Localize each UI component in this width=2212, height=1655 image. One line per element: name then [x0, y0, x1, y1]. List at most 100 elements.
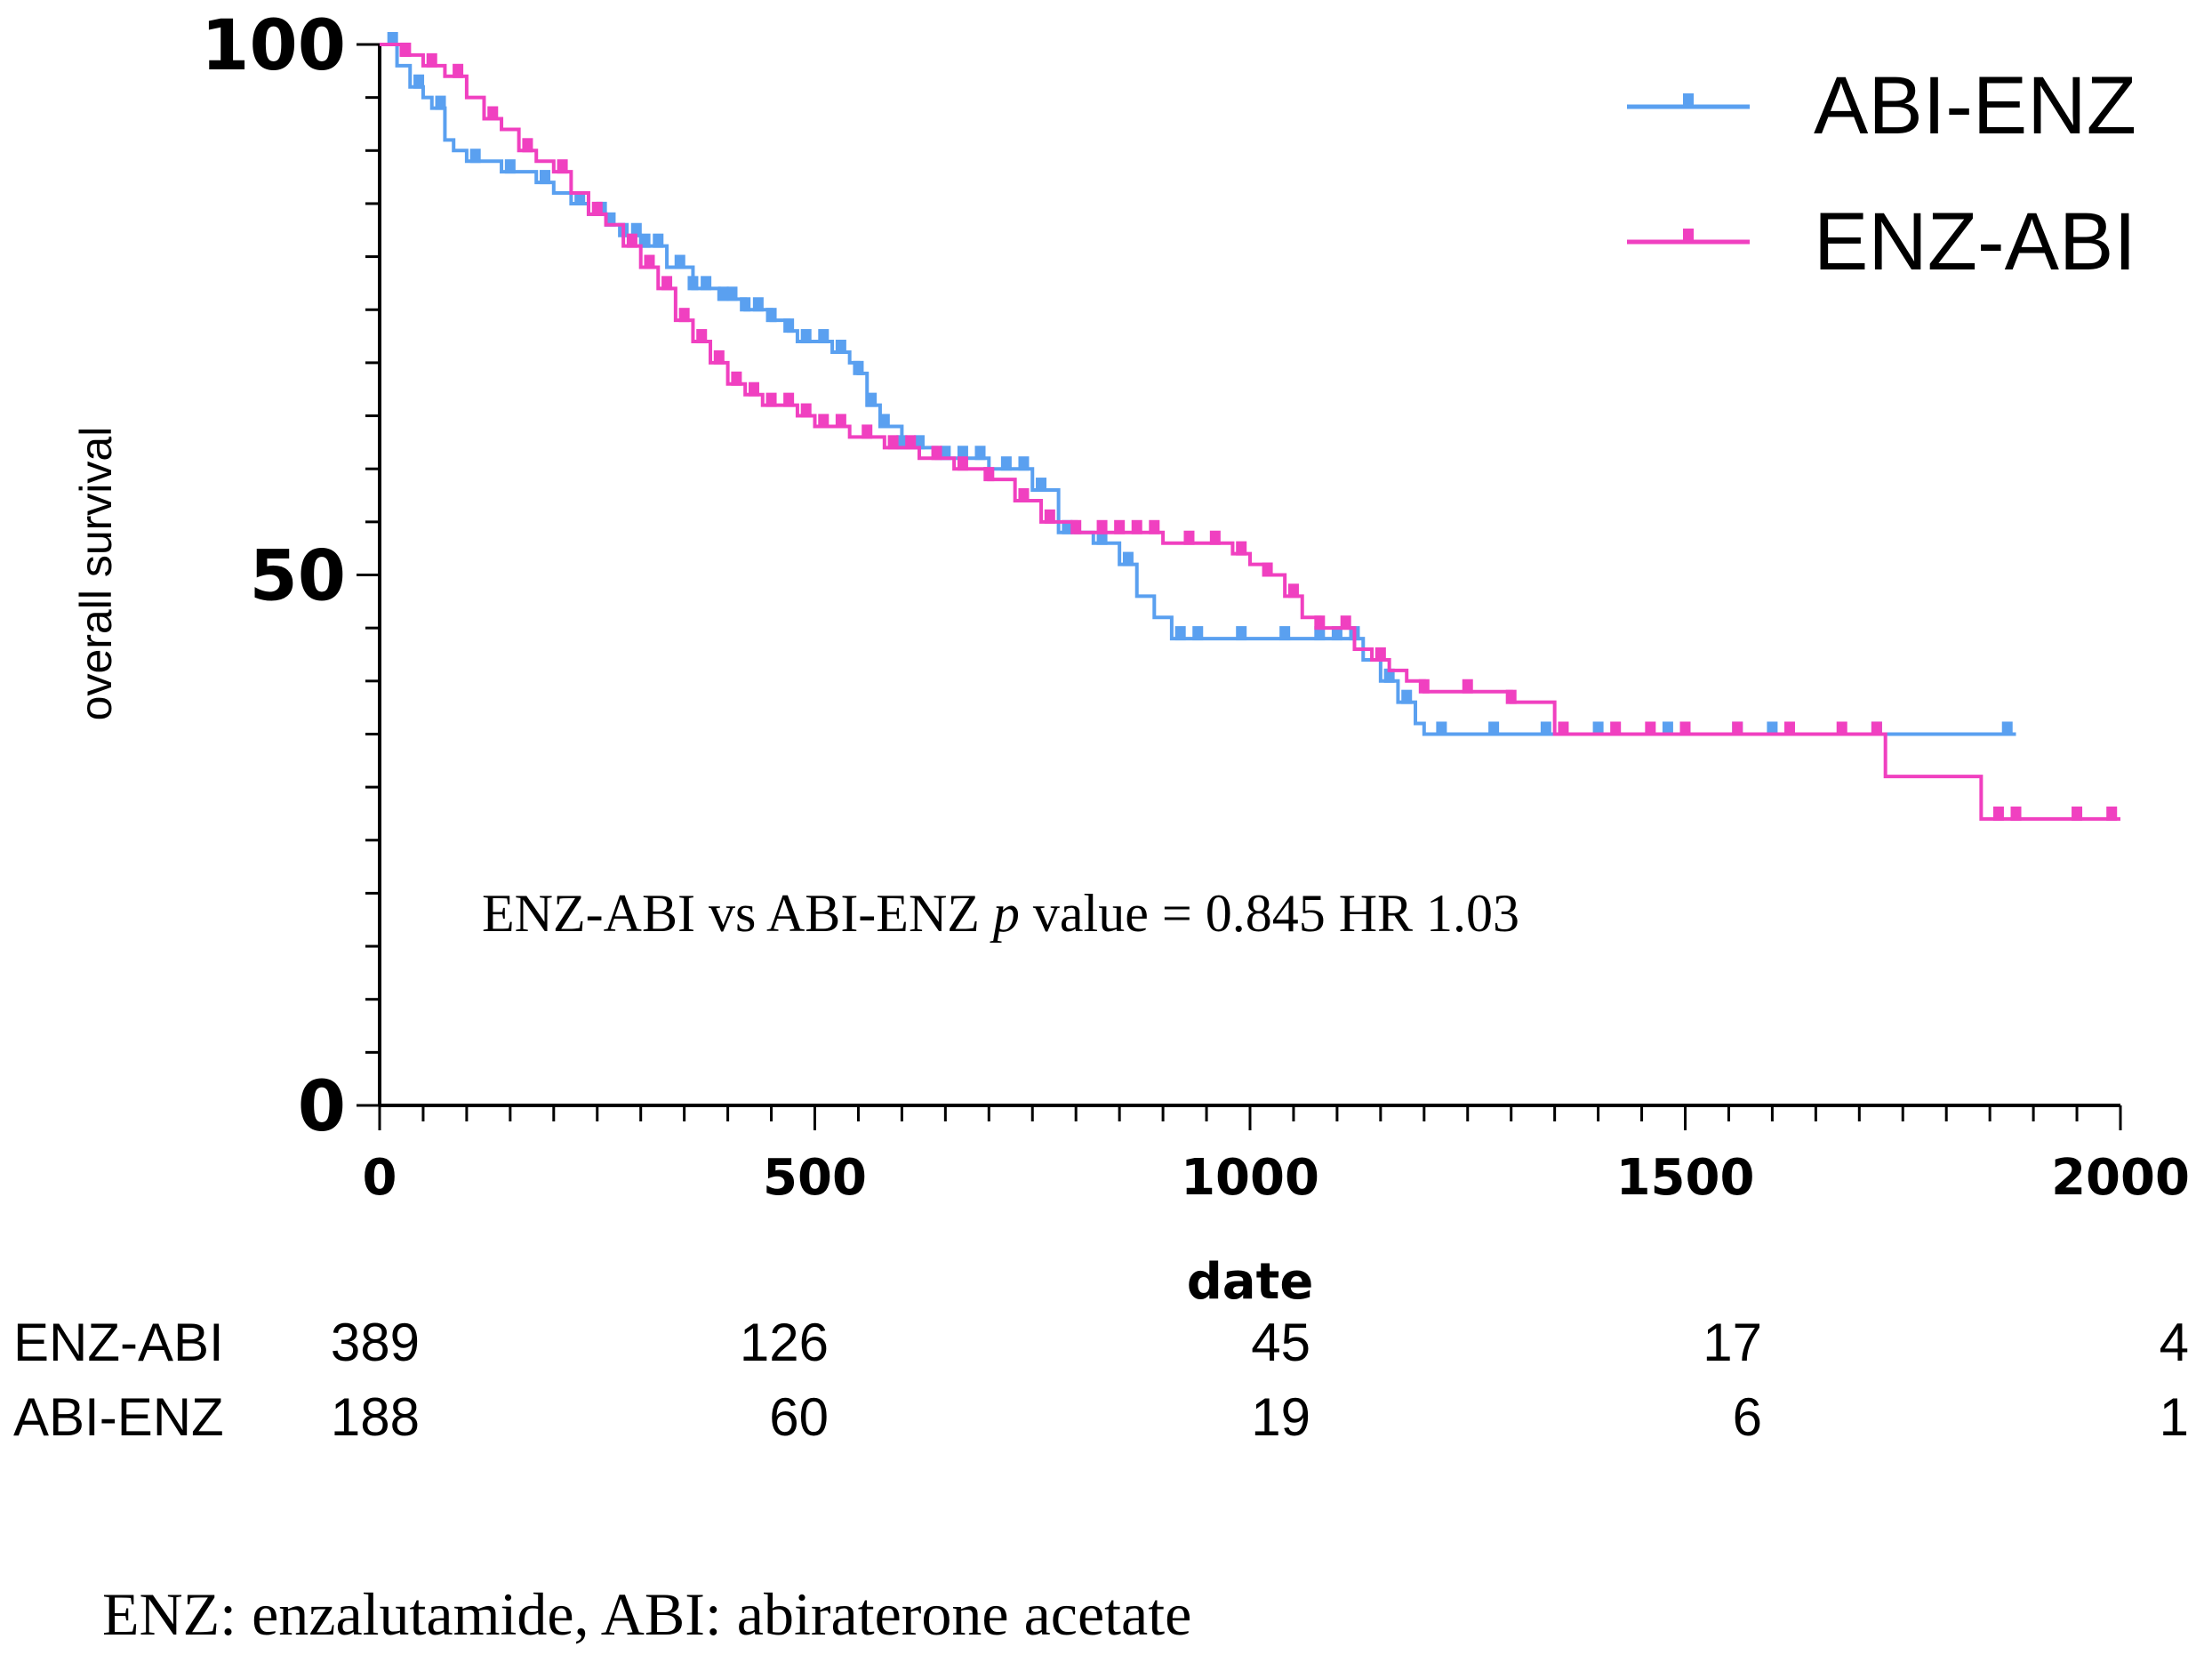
- censor-mark: [1340, 615, 1351, 631]
- series-layer: [380, 32, 2120, 821]
- censor-mark: [2010, 806, 2022, 821]
- censor-mark: [800, 329, 812, 344]
- censor-mark: [1645, 721, 1656, 736]
- censor-mark: [783, 392, 795, 407]
- x-tick-label: 2000: [2051, 1149, 2190, 1207]
- legend-label-enz-abi: ENZ-ABI: [1814, 197, 2136, 287]
- censor-mark: [818, 414, 830, 429]
- censor-mark: [426, 52, 437, 68]
- censor-mark: [1279, 626, 1291, 641]
- risk-value: 4: [2160, 1313, 2189, 1372]
- censor-mark: [1018, 456, 1030, 471]
- x-tick-label: 500: [763, 1149, 867, 1207]
- censor-mark: [1131, 519, 1142, 534]
- censor-mark: [557, 159, 568, 174]
- legend-entry-abi-enz: ABI-ENZ: [1627, 60, 2136, 151]
- censor-mark: [765, 308, 777, 323]
- risk-value: 45: [1251, 1313, 1310, 1372]
- censor-mark: [713, 349, 725, 365]
- censor-mark: [1992, 806, 2004, 821]
- y-tick-label: 0: [298, 1067, 346, 1147]
- x-tick-label: 1000: [1181, 1149, 1319, 1207]
- risk-value: 188: [331, 1387, 420, 1447]
- censor-mark: [887, 435, 899, 450]
- stats-annotation: ENZ-ABI vs ABI-ENZ p value = 0.845 HR 1.…: [482, 884, 1519, 943]
- censor-mark: [783, 318, 795, 333]
- censor-mark: [696, 329, 708, 344]
- censor-mark: [1236, 541, 1247, 556]
- censor-mark: [1679, 721, 1691, 736]
- censor-mark: [866, 392, 878, 407]
- censor-mark: [800, 403, 812, 418]
- x-tick-label: 1500: [1616, 1149, 1755, 1207]
- censor-mark: [957, 456, 968, 471]
- survival-curve-enz-abi: [380, 43, 2120, 821]
- risk-value: 19: [1251, 1387, 1310, 1447]
- censor-mark: [626, 233, 637, 248]
- censor-mark: [540, 170, 551, 185]
- censor-mark: [644, 254, 655, 269]
- censor-mark: [862, 424, 873, 439]
- x-axis-title: date: [1187, 1253, 1314, 1311]
- risk-value: 126: [740, 1313, 829, 1372]
- censor-mark: [453, 63, 464, 78]
- censor-mark: [678, 308, 690, 323]
- risk-value: 1: [2160, 1387, 2189, 1447]
- footnote: ENZ: enzalutamide, ABI: abiraterone acet…: [102, 1580, 1191, 1648]
- censor-mark: [1000, 456, 1012, 471]
- censor-mark: [740, 297, 751, 312]
- censor-mark: [1314, 615, 1326, 631]
- legend-label-abi-enz: ABI-ENZ: [1814, 60, 2136, 151]
- y-tick-label: 100: [201, 6, 346, 86]
- censor-mark: [1418, 679, 1430, 694]
- censor-mark: [983, 467, 995, 482]
- x-tick-label: 0: [363, 1149, 397, 1207]
- censor-mark: [1488, 721, 1500, 736]
- censor-mark: [748, 382, 759, 397]
- censor-mark: [487, 106, 499, 121]
- risk-value: 389: [331, 1313, 420, 1372]
- censor-mark: [1122, 551, 1134, 566]
- censor-mark: [835, 339, 846, 354]
- censor-mark: [1462, 679, 1473, 694]
- censor-mark: [1149, 519, 1160, 534]
- censor-mark: [878, 414, 890, 429]
- censor-mark: [1236, 626, 1247, 641]
- series-abi-enz: [380, 32, 2016, 736]
- censor-mark: [974, 446, 986, 461]
- censor-mark: [1044, 509, 1055, 524]
- risk-row-label: ABI-ENZ: [13, 1387, 224, 1447]
- censor-mark: [905, 435, 917, 450]
- censor-mark: [1871, 721, 1882, 736]
- censor-mark: [731, 371, 742, 386]
- legend: ABI-ENZ ENZ-ABI: [1627, 60, 2136, 287]
- censor-mark: [1174, 626, 1186, 641]
- censor-mark: [435, 95, 446, 110]
- censor-mark: [1018, 487, 1030, 502]
- risk-table: ENZ-ABI 389 126 45 17 4 ABI-ENZ 188 60 1…: [13, 1313, 2189, 1447]
- censor-mark: [931, 446, 942, 461]
- censor-mark: [504, 159, 516, 174]
- censor-mark: [752, 297, 764, 312]
- censor-mark: [469, 149, 481, 164]
- censor-mark: [1732, 721, 1743, 736]
- censor-mark: [717, 286, 729, 301]
- censor-mark: [701, 276, 712, 291]
- censor-mark: [765, 392, 777, 407]
- censor-mark: [2106, 806, 2118, 821]
- censor-mark: [661, 276, 673, 291]
- risk-value: 6: [1733, 1387, 1762, 1447]
- censor-mark: [2001, 721, 2013, 736]
- censor-mark: [687, 276, 699, 291]
- censor-mark: [1262, 562, 1273, 577]
- censor-mark: [853, 360, 864, 375]
- censor-mark: [1505, 689, 1517, 704]
- censor-mark: [653, 233, 664, 248]
- censor-mark: [1183, 530, 1195, 545]
- censor-mark: [413, 74, 425, 89]
- risk-value: 60: [769, 1387, 829, 1447]
- censor-mark: [835, 414, 846, 429]
- censor-mark: [1374, 647, 1386, 662]
- censor-mark: [1540, 721, 1551, 736]
